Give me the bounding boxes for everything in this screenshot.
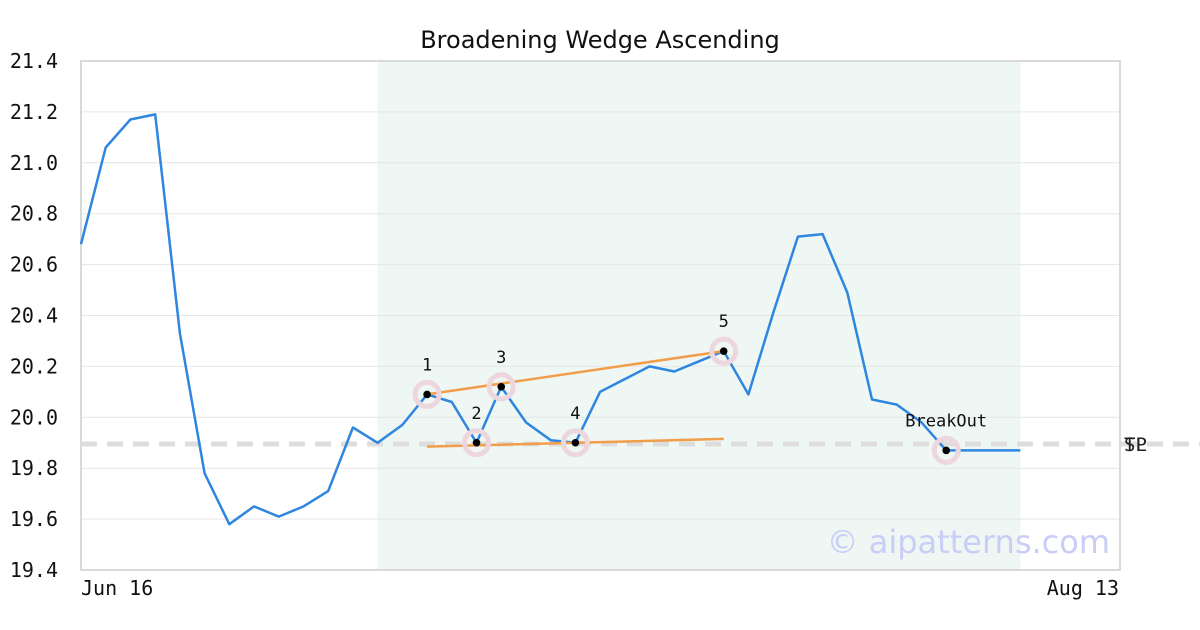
pivot-label: BreakOut — [905, 411, 987, 431]
y-tick-label: 19.6 — [10, 507, 58, 531]
pivot-point — [942, 446, 950, 455]
pivot-ring — [560, 428, 590, 458]
y-tick-label: 21.0 — [10, 151, 58, 175]
y-tick-label: 20.0 — [10, 405, 58, 429]
x-axis-tick-labels: Jun 16 Aug 13 — [81, 576, 1119, 600]
y-tick-label: 19.8 — [10, 456, 58, 480]
pivot-label: 3 — [496, 348, 506, 368]
pivot-point — [571, 438, 580, 447]
pivot-ring — [486, 372, 516, 402]
y-tick-label: 20.4 — [10, 304, 58, 328]
plot-frame — [80, 60, 1121, 571]
y-tick-label: 20.6 — [10, 253, 58, 277]
pivot-label: 1 — [422, 355, 432, 375]
x-tick-label: Jun 16 — [81, 576, 153, 600]
y-tick-label: 20.8 — [10, 202, 58, 226]
reference-line-label: TP — [1124, 434, 1147, 456]
y-tick-label: 21.4 — [10, 49, 58, 73]
trend-line — [426, 349, 724, 396]
y-tick-label: 20.2 — [10, 354, 58, 378]
chart-title: Broadening Wedge Ascending — [420, 26, 780, 54]
y-tick-label: 19.4 — [10, 558, 58, 582]
pivot-label: 4 — [570, 404, 580, 424]
pivot-point — [719, 347, 728, 355]
pivot-label: 2 — [471, 404, 481, 424]
pivot-ring — [412, 379, 442, 409]
reference-line-label: SL — [1124, 434, 1147, 456]
price-series-line — [79, 113, 1021, 526]
pivot-ring — [709, 336, 739, 366]
y-tick-label: 21.2 — [10, 100, 58, 124]
series-lines — [79, 113, 1021, 526]
x-tick-label: Aug 13 — [1047, 576, 1119, 600]
pivot-point — [497, 382, 506, 391]
y-axis-tick-labels: 19.4 19.6 19.8 20.0 20.2 20.4 20.6 20.8 21.0 21.2… — [10, 49, 58, 582]
pivot-ring — [462, 428, 492, 458]
pivot-point — [423, 390, 431, 399]
pivot-label: 5 — [719, 312, 729, 332]
watermark: © aipatterns.com — [827, 523, 1110, 561]
pivot-point — [472, 438, 481, 447]
pivot-ring — [931, 435, 961, 465]
pivot-markers: 1 2 3 4 5 BreakOut — [412, 312, 987, 465]
